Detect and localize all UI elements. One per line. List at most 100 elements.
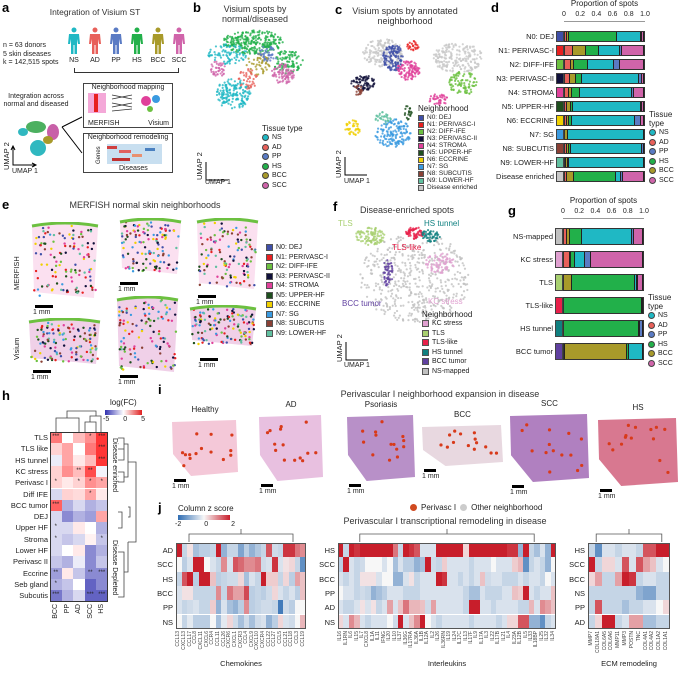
umap-point [287, 53, 290, 57]
umap-point [244, 35, 247, 38]
umap-point [221, 84, 224, 87]
umap-point [237, 59, 241, 62]
umap-point [227, 99, 231, 102]
umap-point [279, 57, 282, 60]
row-label: DEJ [33, 512, 48, 522]
umap-point [242, 41, 245, 44]
donor-figure-bcc: BCC [148, 27, 168, 64]
umap-point [222, 93, 225, 96]
tick: 2 [231, 521, 235, 528]
perivasc-spot [633, 425, 638, 429]
row-label: Stroma [23, 534, 48, 544]
umap-point [267, 54, 271, 57]
scale-label: 1 mm [259, 488, 277, 495]
column-label: MMP7 [587, 630, 594, 646]
histology-section [259, 415, 323, 481]
umap-point [251, 29, 254, 32]
umap-point [262, 55, 266, 58]
tick: -2 [175, 521, 182, 528]
person-icon [68, 27, 80, 54]
umap-point [247, 87, 251, 90]
row-label: NS [162, 617, 173, 627]
umap-point [252, 82, 255, 85]
umap-point [291, 60, 294, 63]
scale-bar [261, 484, 273, 487]
scale-label: 1 mm [510, 489, 528, 496]
umap-point [275, 75, 278, 78]
x-axis [563, 218, 644, 219]
umap-point [250, 73, 253, 76]
umap-point [237, 42, 240, 45]
perivasc-spot [395, 447, 399, 451]
perivasc-spot [389, 442, 393, 446]
heatmap-border [50, 432, 108, 602]
umap-point [264, 66, 267, 69]
umap-point [246, 97, 249, 100]
visium-label: Visium [148, 120, 169, 127]
column-label: TNC [635, 630, 642, 642]
umap-point [226, 60, 229, 63]
perivasc-spot [651, 437, 656, 441]
umap1-label: UMAP 1 [12, 168, 38, 175]
category-label: HS tunnel [520, 323, 553, 333]
umap-point [273, 33, 277, 36]
scale-bar [600, 489, 612, 492]
umap-point [241, 95, 244, 98]
umap-axes-arrow-icon [10, 145, 38, 168]
umap-point [278, 42, 281, 45]
umap-point [215, 62, 218, 65]
donor-figures: NS AD PP HS BCC SCC [64, 27, 194, 77]
umap-point [279, 36, 282, 39]
perivasc-spot [569, 453, 573, 457]
umap-point [235, 98, 239, 101]
umap-point [270, 69, 274, 72]
x-tick-label: 0.4 [590, 208, 601, 215]
perivasc-spot [580, 463, 584, 468]
perivasc-spot [402, 438, 406, 443]
legend-swatch [262, 143, 269, 151]
row-label: BCC [157, 588, 173, 598]
umap-point [290, 76, 293, 79]
umap-point [213, 50, 216, 54]
perivasc-spot [494, 451, 499, 455]
umap-point [247, 42, 250, 45]
neighborhood-mapping-box: Neighborhood mapping MERFISH Visium [83, 83, 173, 128]
umap-point [282, 79, 285, 82]
umap-point [235, 87, 238, 90]
umap-point [263, 59, 266, 62]
group-label-depleted: Disease Depleted [111, 540, 118, 596]
umap-point [267, 38, 270, 42]
umap-point [272, 57, 275, 60]
umap-point [254, 75, 258, 78]
perivasc-spot [279, 425, 283, 429]
panel-title: Integration of Visium ST [49, 7, 141, 17]
umap-point [246, 87, 249, 90]
person-icon [110, 27, 122, 54]
perivasc-spot [623, 435, 628, 439]
umap-point [277, 81, 280, 84]
umap-point [240, 42, 243, 45]
disease-count: 5 skin diseases [3, 50, 51, 58]
umap-point [264, 49, 267, 52]
umap-point [230, 107, 234, 110]
legend-item: AD [648, 321, 682, 331]
umap-point [234, 46, 237, 49]
umap-point [248, 76, 252, 80]
umap-point [246, 45, 249, 48]
umap-point [270, 31, 273, 34]
row-label: KC stress [15, 466, 48, 476]
umap-point [250, 39, 254, 42]
umap-point [256, 37, 260, 41]
umap-point [221, 86, 224, 89]
umap-point [219, 56, 223, 59]
umap-point [246, 91, 249, 94]
umap-point [244, 56, 247, 59]
umap-point [248, 49, 251, 53]
perivasc-spot [525, 423, 529, 427]
umap-point [258, 56, 261, 60]
mini-umap [18, 121, 59, 156]
umap-point [284, 77, 287, 81]
legend-label: SCC [272, 181, 287, 189]
perivasc-spot [629, 436, 633, 440]
umap-point [231, 40, 235, 44]
